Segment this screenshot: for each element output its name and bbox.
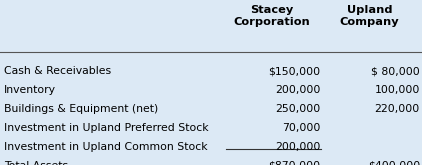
Text: Cash & Receivables: Cash & Receivables	[4, 66, 111, 76]
Text: 200,000: 200,000	[275, 85, 321, 95]
Text: $400,000: $400,000	[368, 161, 420, 165]
Text: 200,000: 200,000	[275, 142, 321, 152]
Text: Investment in Upland Common Stock: Investment in Upland Common Stock	[4, 142, 208, 152]
Text: Stacey
Corporation: Stacey Corporation	[234, 5, 311, 27]
Text: Investment in Upland Preferred Stock: Investment in Upland Preferred Stock	[4, 123, 209, 133]
Text: 220,000: 220,000	[375, 104, 420, 114]
Text: Total Assets: Total Assets	[4, 161, 68, 165]
Text: Upland
Company: Upland Company	[339, 5, 399, 27]
Text: 70,000: 70,000	[282, 123, 321, 133]
Text: 250,000: 250,000	[276, 104, 321, 114]
Text: $870,000: $870,000	[268, 161, 321, 165]
Text: $ 80,000: $ 80,000	[371, 66, 420, 76]
Text: 100,000: 100,000	[374, 85, 420, 95]
Text: $150,000: $150,000	[268, 66, 321, 76]
Text: Inventory: Inventory	[4, 85, 56, 95]
Text: Buildings & Equipment (net): Buildings & Equipment (net)	[4, 104, 159, 114]
